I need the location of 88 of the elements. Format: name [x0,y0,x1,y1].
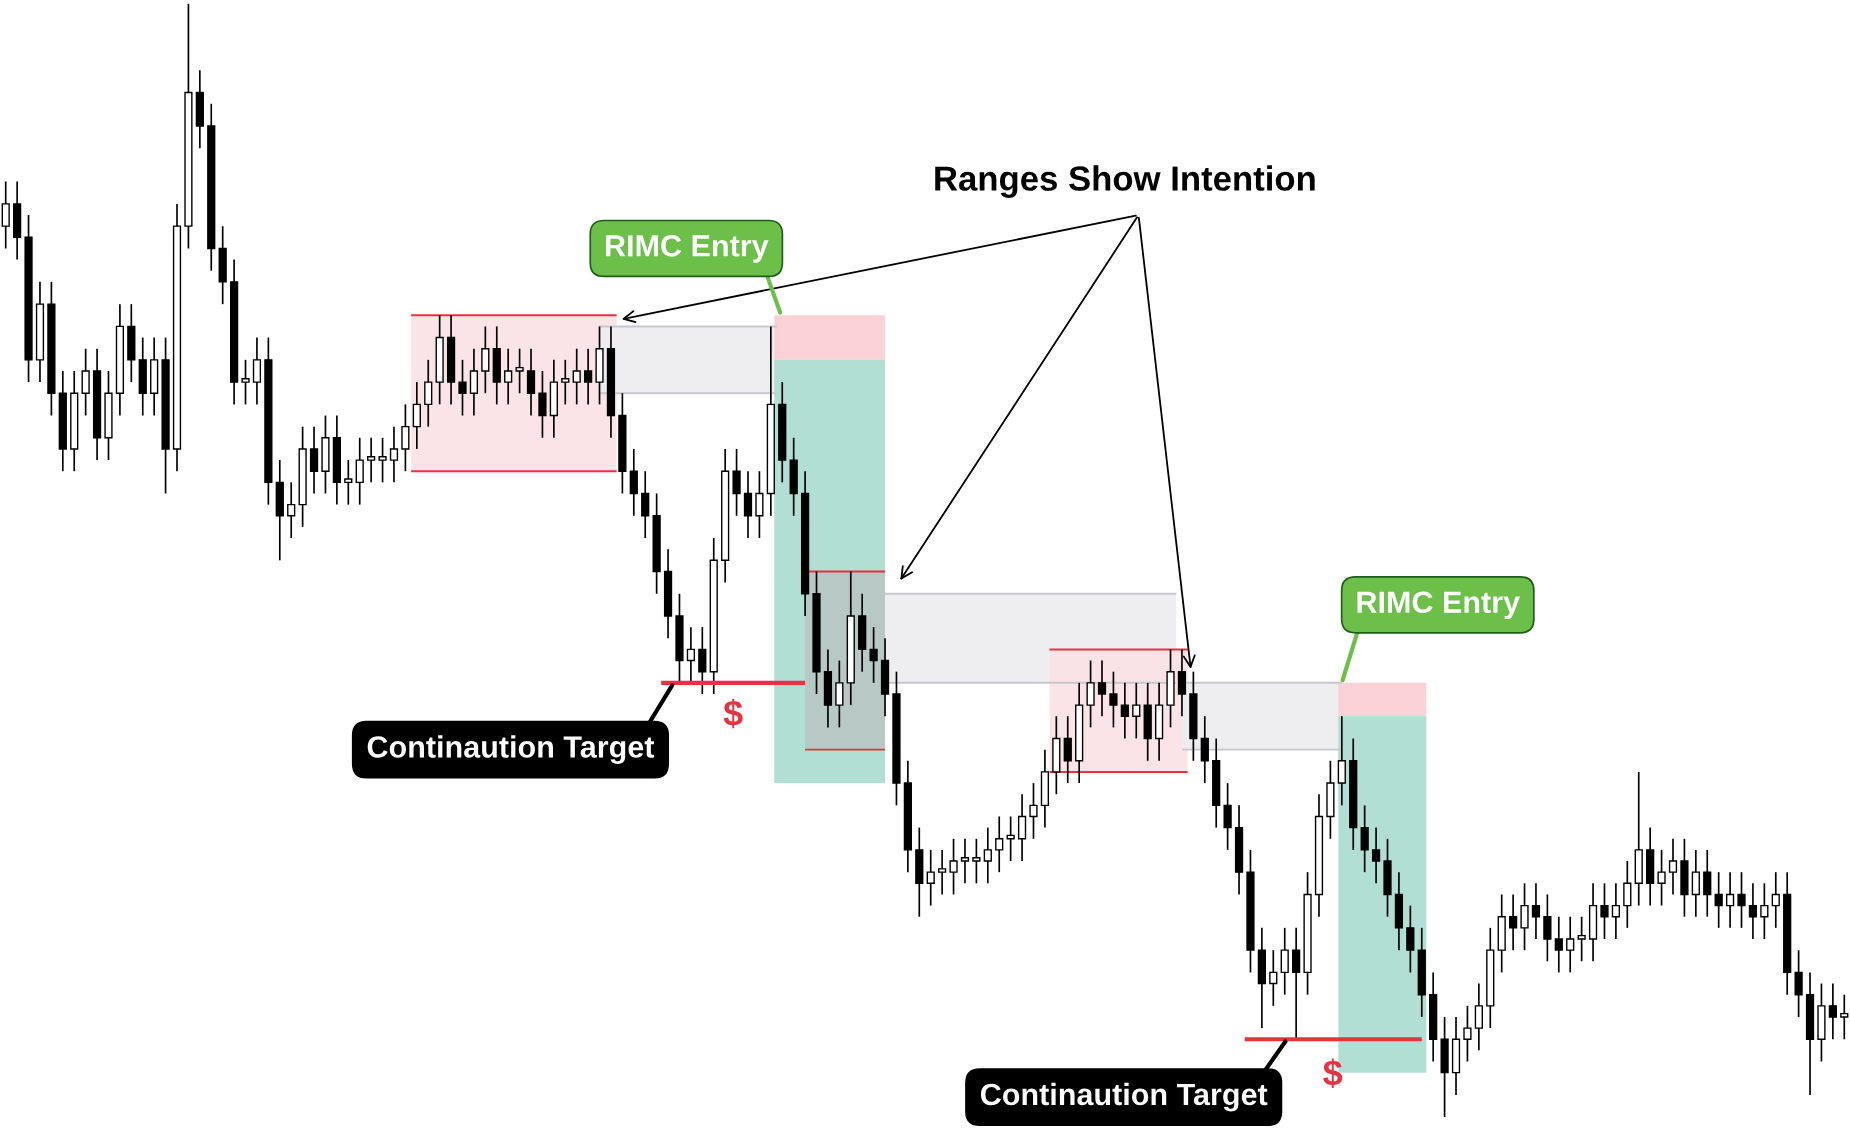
candlestick [1566,915,1575,974]
candlestick [1508,893,1518,951]
candlestick [504,347,513,406]
candlestick [378,436,387,484]
candlestick [869,626,878,684]
candlestick [1,180,10,250]
candlestick [686,626,696,684]
candlestick [938,849,947,896]
candlestick [995,815,1004,874]
candlestick [1531,882,1541,940]
candlestick [1200,715,1209,784]
candlestick [252,336,262,406]
candlestick [515,347,524,395]
candlestick [583,347,593,406]
candlestick [732,448,741,517]
candlestick [1097,659,1107,718]
candlestick [572,347,581,406]
candlestick [1657,849,1666,907]
candlestick [1360,804,1369,874]
candlestick [1748,882,1758,940]
candlestick [1828,982,1837,1041]
candlestick [355,436,364,506]
candlestick [389,425,399,484]
candlestick [1737,871,1746,929]
candlestick [1109,670,1118,729]
candlestick [743,470,753,539]
candlestick [526,347,536,417]
candlestick [1543,893,1552,963]
candlestick [1406,904,1415,974]
annotation: Ranges Show Intention [935,165,1315,198]
candlestick [1337,715,1346,807]
candlestick [241,358,250,406]
candlestick [412,381,421,450]
candlestick [401,403,410,473]
candlestick [424,358,433,428]
candlestick [458,358,467,417]
candlestick [629,448,638,517]
candlestick [1029,782,1038,840]
candlestick [1463,1004,1472,1063]
annotation: RIMC Entry [606,235,769,263]
candlestick [367,436,376,484]
candlestick [1623,860,1632,929]
candlestick [1794,949,1803,1018]
candlestick [755,470,764,539]
candlestick [1668,837,1678,896]
candlestick [1600,882,1609,940]
candlestick [835,659,844,729]
candlestick [81,347,90,417]
candlestick [1611,882,1621,940]
annotation: Continaution Target [980,1082,1268,1112]
candlestick [1474,982,1483,1052]
candlestick [1840,993,1849,1041]
candlestick [1577,915,1586,963]
candlestick [538,370,547,439]
candlestick [1223,782,1232,851]
candlestick [1760,882,1769,940]
candlestick [1371,826,1381,885]
annotation: $ [1323,1058,1343,1089]
candlestick [1280,927,1289,996]
candlestick [1063,715,1072,784]
candlestick [1725,871,1735,929]
annotation: RIMC Entry [1357,591,1520,620]
annotation: $ [723,698,743,729]
candlestick [481,325,490,395]
candlestick [287,481,296,539]
candlestick [1714,871,1723,929]
candlestick [1086,659,1095,729]
candlestick [960,837,970,885]
candlestick [469,347,479,417]
candlestick [1269,949,1278,1007]
candlestick [949,837,958,896]
candlestick [1120,681,1129,740]
candlestick [926,849,935,907]
candlestick [1771,871,1780,929]
candlestick [1554,915,1563,974]
candlestick [1017,793,1027,862]
candlestick [344,459,353,506]
candlestick [1520,882,1529,951]
candlestick [1703,849,1712,918]
candlestick [641,470,650,539]
candlestick [1132,681,1141,740]
candlestick [1691,849,1700,918]
annotation: Continaution Target [367,735,655,764]
candlestick [309,425,319,495]
candlestick [983,826,992,885]
candlestick [972,837,981,885]
candlestick [698,626,707,695]
candlestick [561,358,570,406]
